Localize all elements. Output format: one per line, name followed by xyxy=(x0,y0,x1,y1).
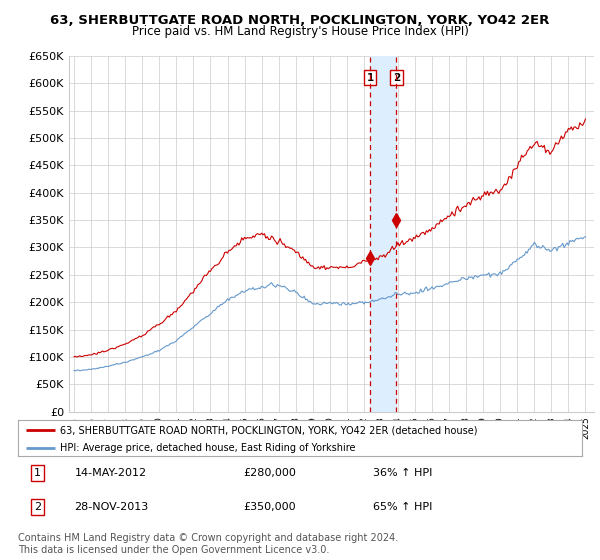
Text: 63, SHERBUTTGATE ROAD NORTH, POCKLINGTON, YORK, YO42 2ER: 63, SHERBUTTGATE ROAD NORTH, POCKLINGTON… xyxy=(50,14,550,27)
Text: £350,000: £350,000 xyxy=(244,502,296,512)
Text: £280,000: £280,000 xyxy=(244,468,296,478)
Text: 14-MAY-2012: 14-MAY-2012 xyxy=(74,468,146,478)
Text: HPI: Average price, detached house, East Riding of Yorkshire: HPI: Average price, detached house, East… xyxy=(60,444,356,454)
Text: Price paid vs. HM Land Registry's House Price Index (HPI): Price paid vs. HM Land Registry's House … xyxy=(131,25,469,38)
Text: 2: 2 xyxy=(393,73,400,83)
Text: Contains HM Land Registry data © Crown copyright and database right 2024.
This d: Contains HM Land Registry data © Crown c… xyxy=(18,533,398,555)
Bar xyxy=(370,56,397,412)
Text: 2: 2 xyxy=(34,502,41,512)
Text: 1: 1 xyxy=(34,468,41,478)
Text: 36% ↑ HPI: 36% ↑ HPI xyxy=(373,468,433,478)
Text: 65% ↑ HPI: 65% ↑ HPI xyxy=(373,502,433,512)
Text: 28-NOV-2013: 28-NOV-2013 xyxy=(74,502,149,512)
Text: 1: 1 xyxy=(367,73,374,83)
Text: 63, SHERBUTTGATE ROAD NORTH, POCKLINGTON, YORK, YO42 2ER (detached house): 63, SHERBUTTGATE ROAD NORTH, POCKLINGTON… xyxy=(60,425,478,435)
